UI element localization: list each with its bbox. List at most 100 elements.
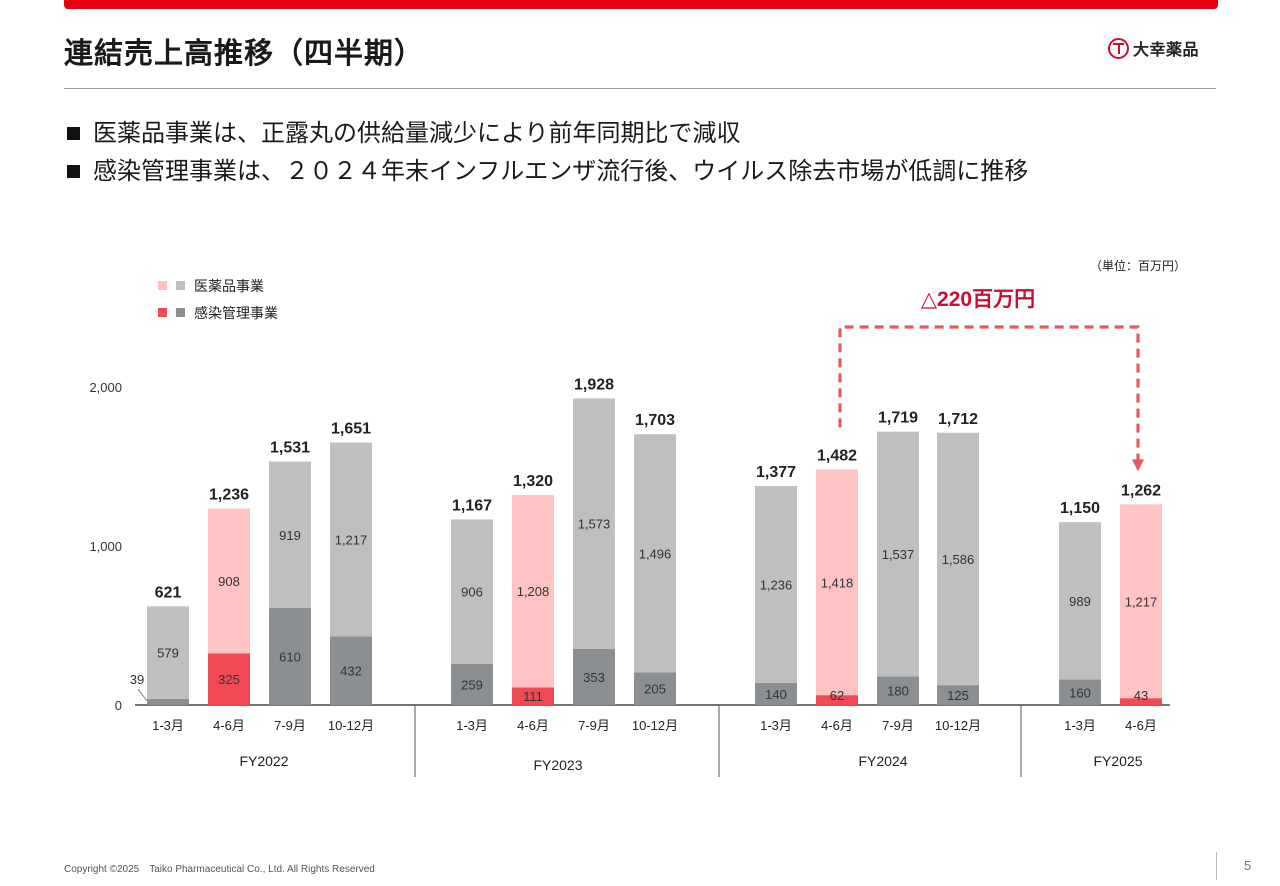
fiscal-year-label: FY2022 <box>239 753 288 769</box>
pharma-segment <box>573 398 615 649</box>
infection-segment <box>1120 698 1162 705</box>
bar-total-label: 1,703 <box>635 412 675 429</box>
infection-segment <box>634 672 676 705</box>
pharma-value-label: 1,418 <box>821 575 854 590</box>
infection-segment <box>1059 679 1101 705</box>
bullet-item: 感染管理事業は、２０２４年末インフルエンザ流行後、ウイルス除去市場が低調に推移 <box>64 152 1028 190</box>
bullet-text: 医薬品事業は、正露丸の供給量減少により前年同期比で減収 <box>93 119 741 147</box>
infection-segment <box>755 682 797 705</box>
infection-value-label: 111 <box>523 689 543 704</box>
legend-swatch-highlight <box>158 308 167 317</box>
change-bracket-line <box>838 325 1140 461</box>
pharma-value-label: 579 <box>157 646 179 661</box>
pharma-value-label: 1,537 <box>882 547 915 562</box>
infection-segment <box>816 695 858 705</box>
infection-segment <box>147 698 189 705</box>
pharma-segment <box>330 442 372 637</box>
y-tick-label: 2,000 <box>89 380 122 395</box>
pharma-value-label: 919 <box>279 528 301 543</box>
pharma-value-label: 1,236 <box>760 577 793 592</box>
infection-value-label: 62 <box>830 688 844 703</box>
infection-segment <box>330 636 372 705</box>
change-arrow-head-icon <box>1132 459 1144 472</box>
pharma-segment <box>634 434 676 673</box>
x-category-label: 10-12月 <box>328 718 374 733</box>
square-bullet-icon <box>67 164 80 178</box>
bar-total-label: 1,482 <box>817 447 857 464</box>
infection-value-label: 353 <box>583 670 605 685</box>
legend-label: 感染管理事業 <box>194 305 278 321</box>
pharma-segment <box>512 495 554 688</box>
pharma-value-label: 906 <box>461 585 483 600</box>
infection-value-label: 140 <box>765 687 787 702</box>
pharma-segment <box>755 486 797 683</box>
bar-total-label: 1,236 <box>209 486 249 503</box>
infection-segment <box>937 685 979 705</box>
infection-segment <box>269 608 311 705</box>
x-category-label: 7-9月 <box>578 718 610 733</box>
bullet-text: 感染管理事業は、２０２４年末インフルエンザ流行後、ウイルス除去市場が低調に推移 <box>93 157 1029 185</box>
pharma-segment <box>877 431 919 677</box>
top-accent-bar <box>64 0 1218 9</box>
title-divider <box>64 88 1216 89</box>
infection-value-label: 43 <box>1134 688 1148 703</box>
pharma-value-label: 1,573 <box>578 517 611 532</box>
y-tick-label: 1,000 <box>89 539 122 554</box>
copyright-text: Copyright ©2025 Taiko Pharmaceutical Co.… <box>64 864 375 875</box>
x-category-label: 1-3月 <box>152 718 184 733</box>
infection-segment <box>877 676 919 705</box>
infection-value-label: 39 <box>130 672 144 687</box>
bar-total-label: 1,712 <box>938 411 978 428</box>
fiscal-year-label: FY2024 <box>858 753 907 769</box>
change-annotation-label: △220百万円 <box>921 288 1035 311</box>
infection-value-label: 160 <box>1069 685 1091 700</box>
label-leader-line <box>137 688 148 702</box>
x-category-label: 4-6月 <box>821 718 853 733</box>
legend-swatch-highlight <box>158 281 167 290</box>
page-number-divider <box>1216 852 1217 880</box>
infection-value-label: 180 <box>887 684 909 699</box>
x-category-label: 10-12月 <box>632 718 678 733</box>
pharma-value-label: 1,586 <box>942 552 975 567</box>
x-category-label: 10-12月 <box>935 718 981 733</box>
bar-total-label: 1,719 <box>878 410 918 427</box>
pharma-value-label: 1,217 <box>335 532 368 547</box>
summary-bullets: 医薬品事業は、正露丸の供給量減少により前年同期比で減収 感染管理事業は、２０２４… <box>64 114 1028 190</box>
pharma-value-label: 1,496 <box>639 546 672 561</box>
infection-value-label: 259 <box>461 677 483 692</box>
infection-value-label: 432 <box>340 664 362 679</box>
pharma-value-label: 1,208 <box>517 584 550 599</box>
bar-total-label: 1,928 <box>574 376 614 393</box>
x-category-label: 4-6月 <box>517 718 549 733</box>
pharma-value-label: 1,217 <box>1125 594 1158 609</box>
pharma-segment <box>208 508 250 654</box>
pharma-value-label: 989 <box>1069 594 1091 609</box>
unit-label: （単位：百万円） <box>1090 258 1186 273</box>
pharma-value-label: 908 <box>218 574 240 589</box>
pharma-segment <box>937 432 979 686</box>
logo-emblem-icon <box>1108 37 1129 59</box>
fiscal-year-label: FY2025 <box>1093 753 1142 769</box>
x-category-label: 4-6月 <box>1125 718 1157 733</box>
x-category-label: 7-9月 <box>882 718 914 733</box>
x-category-label: 1-3月 <box>760 718 792 733</box>
x-category-label: 7-9月 <box>274 718 306 733</box>
fiscal-year-label: FY2023 <box>533 757 582 773</box>
infection-value-label: 610 <box>279 650 301 665</box>
bar-total-label: 1,531 <box>270 440 310 457</box>
square-bullet-icon <box>67 126 80 140</box>
page-title: 連結売上高推移（四半期） <box>64 36 425 70</box>
pharma-segment <box>451 519 493 664</box>
logo-text: 大幸薬品 <box>1133 40 1200 59</box>
bar-total-label: 1,150 <box>1060 500 1100 517</box>
pharma-segment <box>269 461 311 609</box>
bullet-item: 医薬品事業は、正露丸の供給量減少により前年同期比で減収 <box>64 114 1028 152</box>
x-category-label: 1-3月 <box>1064 718 1096 733</box>
infection-segment <box>208 653 250 705</box>
infection-segment <box>451 663 493 705</box>
company-logo: 大幸薬品 <box>1108 36 1199 60</box>
bar-total-label: 1,167 <box>452 497 492 514</box>
x-category-label: 1-3月 <box>456 718 488 733</box>
y-tick-label: 0 <box>115 698 122 713</box>
legend-swatch <box>176 281 185 290</box>
